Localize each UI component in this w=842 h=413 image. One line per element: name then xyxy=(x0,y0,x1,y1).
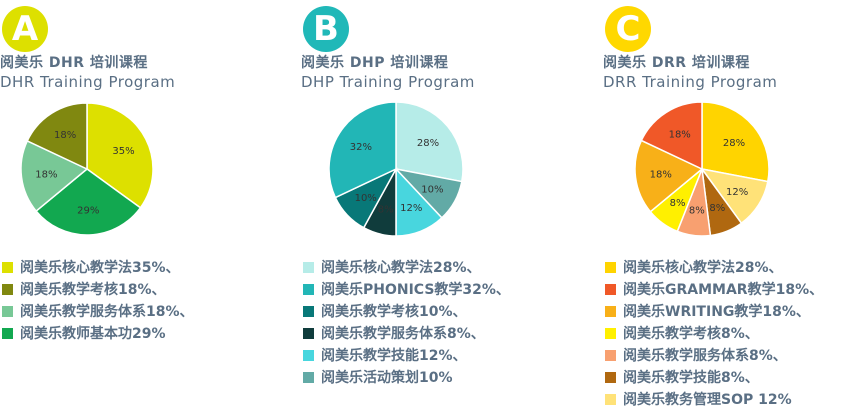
legend-item: 阅美乐核心教学法28%、 xyxy=(303,256,510,278)
title-cn-dhp: 阅美乐 DHP 培训课程 xyxy=(301,55,449,71)
legend-item: 阅美乐教学技能8%、 xyxy=(605,366,823,388)
legend-item: 阅美乐教务管理SOP 12% xyxy=(605,388,823,410)
legend-swatch xyxy=(303,283,314,295)
pie-label-drr-2: 18% xyxy=(650,170,672,181)
legend-swatch xyxy=(2,283,13,295)
badge-c: C xyxy=(605,6,651,52)
legend-item: 阅美乐教师基本功29% xyxy=(2,322,194,344)
pie-slice-drr-1 xyxy=(640,101,703,171)
pie-label-dhr-2: 18% xyxy=(35,170,57,181)
legend-swatch xyxy=(2,305,13,317)
pie-slice-dhr-3 xyxy=(35,168,142,236)
legend-item: 阅美乐教学服务体系8%、 xyxy=(303,322,510,344)
legend-label: 阅美乐核心教学法28%、 xyxy=(623,260,783,276)
pie-label-drr-6: 12% xyxy=(726,187,748,198)
title-cn-drr: 阅美乐 DRR 培训课程 xyxy=(603,55,750,71)
legend-label: 阅美乐核心教学法35%、 xyxy=(20,260,180,276)
legend-swatch xyxy=(605,261,616,273)
pie-slice-dhp-0 xyxy=(395,101,464,183)
pie-chart-dhr: 35% 29% 18% 18% xyxy=(20,102,154,236)
pie-slice-dhr-2 xyxy=(20,139,89,213)
pie-chart-drr: 28%12%8%8%8%18%18% xyxy=(634,101,770,237)
pie-label-dhp-2: 10% xyxy=(355,193,377,204)
panel-drr: C 阅美乐 DRR 培训课程 DRR Training Program 28% 1… xyxy=(603,0,842,413)
pie-label-dhp-5: 10% xyxy=(421,185,443,196)
legend-item: 阅美乐教学技能12%、 xyxy=(303,344,510,366)
legend-swatch xyxy=(605,349,616,361)
title-en-drr: DRR Training Program xyxy=(603,73,778,91)
legend-dhr: 阅美乐核心教学法35%、 阅美乐教学考核18%、阅美乐教学服务体系18%、 阅美乐教… xyxy=(2,256,194,344)
title-en-dhr: DHR Training Program xyxy=(0,73,176,91)
title-en-dhp: DHP Training Program xyxy=(301,73,475,91)
legend-swatch xyxy=(605,393,616,405)
pie-label-dhp-4: 12% xyxy=(400,203,422,214)
legend-label: 阅美乐教学考核18%、 xyxy=(20,282,166,298)
legend-label: 阅美乐教学服务体系18%、 xyxy=(20,304,194,320)
legend-swatch xyxy=(605,305,616,317)
legend-label: 阅美乐教学服务体系8%、 xyxy=(623,348,787,364)
pie-slice-drr-2 xyxy=(634,139,704,213)
legend-swatch xyxy=(2,261,13,273)
pie-slice-dhr-1 xyxy=(26,102,88,171)
legend-item: 阅美乐教学服务体系8%、 xyxy=(605,344,823,366)
legend-item: 阅美乐活动策划10% xyxy=(303,366,510,388)
legend-swatch xyxy=(303,327,314,339)
legend-item: 阅美乐教学服务体系18%、 xyxy=(2,300,194,322)
badge-a: A xyxy=(2,6,48,52)
legend-label: 阅美乐WRITING教学18%、 xyxy=(623,304,810,320)
legend-item: 阅美乐GRAMMAR教学18%、 xyxy=(605,278,823,300)
pie-label-dhp-1: 32% xyxy=(350,142,372,153)
legend-item: 阅美乐教学考核18%、 xyxy=(2,278,194,300)
pie-label-dhp-3: 8% xyxy=(378,205,394,216)
legend-label: 阅美乐教务管理SOP 12% xyxy=(623,392,792,408)
legend-label: 阅美乐活动策划10% xyxy=(321,370,453,386)
legend-item: 阅美乐PHONICS教学32%、 xyxy=(303,278,510,300)
pie-label-drr-0: 28% xyxy=(723,138,745,149)
legend-swatch xyxy=(605,283,616,295)
badge-b: B xyxy=(303,6,349,52)
legend-swatch xyxy=(303,261,314,273)
title-cn-dhr: 阅美乐 DHR 培训课程 xyxy=(0,55,148,71)
panel-dhp: B 阅美乐 DHP 培训课程 DHP Training Program 28% 1… xyxy=(301,0,571,413)
legend-label: 阅美乐PHONICS教学32%、 xyxy=(321,282,510,298)
legend-label: 阅美乐教学服务体系8%、 xyxy=(321,326,485,342)
pie-chart-dhp: 28%10%12%8%10%32% xyxy=(328,101,464,237)
legend-label: 阅美乐教学技能12%、 xyxy=(321,348,467,364)
legend-swatch xyxy=(303,305,314,317)
legend-label: 阅美乐教师基本功29% xyxy=(20,326,166,342)
legend-swatch xyxy=(303,371,314,383)
legend-item: 阅美乐核心教学法35%、 xyxy=(2,256,194,278)
legend-swatch xyxy=(2,327,13,339)
legend-item: 阅美乐教学考核8%、 xyxy=(605,322,823,344)
pie-label-dhp-0: 28% xyxy=(417,138,439,149)
legend-label: 阅美乐教学考核10%、 xyxy=(321,304,467,320)
legend-drr: 阅美乐核心教学法28%、阅美乐GRAMMAR教学18%、 阅美乐WRITING教学… xyxy=(605,256,823,410)
panel-dhr: A 阅美乐 DHR 培训课程 DHR Training Program 35% 2… xyxy=(0,0,270,413)
pie-label-drr-5: 8% xyxy=(709,203,725,214)
legend-item: 阅美乐教学考核10%、 xyxy=(303,300,510,322)
pie-label-dhr-0: 35% xyxy=(112,146,134,157)
legend-label: 阅美乐教学技能8%、 xyxy=(623,370,759,386)
pie-slice-dhp-1 xyxy=(328,101,397,199)
pie-label-drr-1: 18% xyxy=(669,129,691,140)
pie-slice-dhr-0 xyxy=(86,102,154,209)
pie-label-dhr-3: 29% xyxy=(77,205,99,216)
legend-swatch xyxy=(605,371,616,383)
legend-item: 阅美乐核心教学法28%、 xyxy=(605,256,823,278)
pie-label-drr-4: 8% xyxy=(689,206,705,217)
legend-label: 阅美乐教学考核8%、 xyxy=(623,326,759,342)
legend-label: 阅美乐核心教学法28%、 xyxy=(321,260,481,276)
legend-dhp: 阅美乐核心教学法28%、 阅美乐PHONICS教学32%、 阅美乐教学考核10%、阅… xyxy=(303,256,510,388)
pie-slice-drr-0 xyxy=(701,101,770,183)
legend-swatch xyxy=(303,349,314,361)
pie-label-drr-3: 8% xyxy=(670,198,686,209)
legend-label: 阅美乐GRAMMAR教学18%、 xyxy=(623,282,824,298)
legend-swatch xyxy=(605,327,616,339)
pie-label-dhr-1: 18% xyxy=(54,130,76,141)
legend-item: 阅美乐WRITING教学18%、 xyxy=(605,300,823,322)
